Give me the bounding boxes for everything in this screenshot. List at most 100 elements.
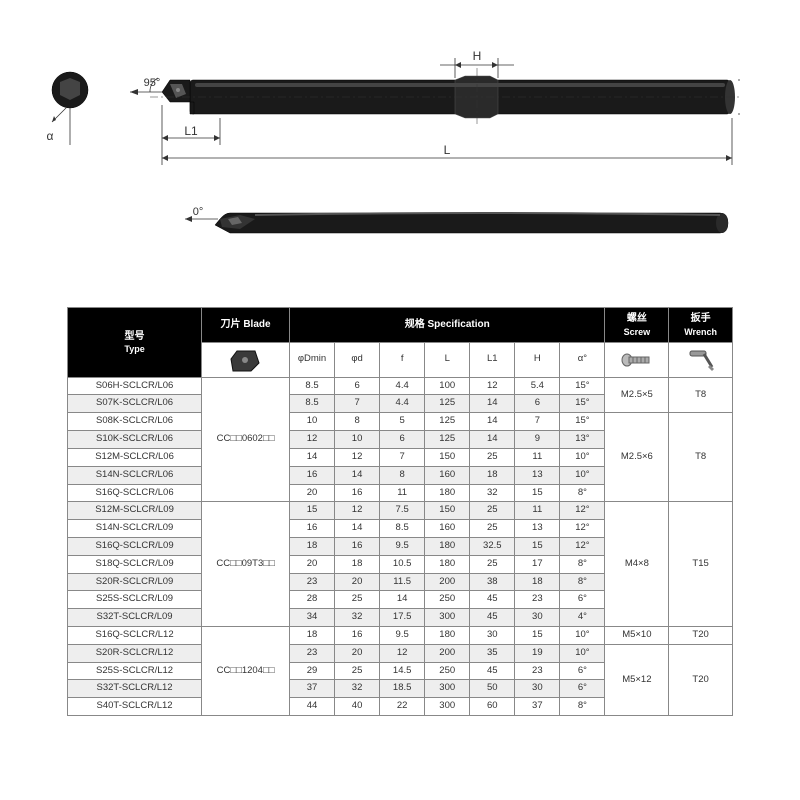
spec-cell: 6°: [560, 662, 605, 680]
spec-cell: 15°: [560, 395, 605, 413]
spec-cell: 16: [335, 537, 380, 555]
spec-cell: 23: [515, 662, 560, 680]
spec-cell: 160: [425, 466, 470, 484]
spec-cell: 9.5: [380, 537, 425, 555]
screw-cell: M5×12: [605, 644, 669, 715]
th-phid: φd: [335, 342, 380, 377]
spec-cell: 16: [290, 466, 335, 484]
spec-cell: 8.5: [380, 520, 425, 538]
type-cell: S16Q-SCLCR/L09: [68, 537, 202, 555]
spec-cell: 7: [515, 413, 560, 431]
screw-cell: M5×10: [605, 627, 669, 645]
spec-cell: 7.5: [380, 502, 425, 520]
spec-cell: 17.5: [380, 609, 425, 627]
spec-cell: 6: [515, 395, 560, 413]
spec-cell: 8°: [560, 555, 605, 573]
type-cell: S25S-SCLCR/L09: [68, 591, 202, 609]
spec-cell: 10°: [560, 644, 605, 662]
type-cell: S08K-SCLCR/L06: [68, 413, 202, 431]
spec-cell: 4.4: [380, 377, 425, 395]
screw-cell: M2.5×5: [605, 377, 669, 413]
spec-cell: 15: [515, 484, 560, 502]
spec-table: 型号Type 刀片 Blade 规格 Specification 螺丝Screw…: [67, 307, 733, 716]
type-cell: S10K-SCLCR/L06: [68, 431, 202, 449]
spec-cell: 8: [380, 466, 425, 484]
spec-cell: 14: [380, 591, 425, 609]
type-cell: S16Q-SCLCR/L12: [68, 627, 202, 645]
spec-cell: 25: [335, 662, 380, 680]
spec-cell: 8°: [560, 698, 605, 716]
spec-cell: 29: [290, 662, 335, 680]
spec-cell: 8: [335, 413, 380, 431]
spec-cell: 32.5: [470, 537, 515, 555]
spec-cell: 11: [515, 448, 560, 466]
th-spec: 规格 Specification: [290, 308, 605, 343]
th-f: f: [380, 342, 425, 377]
wrench-cell: T20: [669, 627, 733, 645]
spec-cell: 180: [425, 555, 470, 573]
spec-cell: 6°: [560, 591, 605, 609]
l1-label: L1: [184, 124, 198, 138]
side-view-icon: α: [40, 60, 110, 170]
spec-cell: 8°: [560, 573, 605, 591]
spec-cell: 180: [425, 537, 470, 555]
spec-cell: 12°: [560, 502, 605, 520]
spec-cell: 13: [515, 466, 560, 484]
spec-cell: 23: [515, 591, 560, 609]
spec-cell: 6: [380, 431, 425, 449]
spec-cell: 37: [290, 680, 335, 698]
spec-cell: 12°: [560, 537, 605, 555]
wrench-cell: T15: [669, 502, 733, 627]
spec-cell: 100: [425, 377, 470, 395]
screw-cell: M4×8: [605, 502, 669, 627]
spec-cell: 7: [380, 448, 425, 466]
wrench-icon: [669, 342, 733, 377]
spec-cell: 9.5: [380, 627, 425, 645]
spec-cell: 18: [335, 555, 380, 573]
bottom-view-diagram: 0°: [180, 195, 740, 255]
alpha-label: α: [47, 129, 54, 143]
spec-cell: 11.5: [380, 573, 425, 591]
spec-cell: 18.5: [380, 680, 425, 698]
spec-cell: 180: [425, 484, 470, 502]
spec-cell: 23: [290, 573, 335, 591]
table-row: S06H-SCLCR/L06CC□□0602□□8.564.4100125.41…: [68, 377, 733, 395]
spec-cell: 125: [425, 413, 470, 431]
angle95-label: 95°: [144, 77, 161, 89]
technical-diagram: α H 95°: [40, 20, 760, 290]
table-row: S16Q-SCLCR/L12CC□□1204□□18169.5180301510…: [68, 627, 733, 645]
spec-cell: 300: [425, 680, 470, 698]
spec-cell: 11: [380, 484, 425, 502]
spec-cell: 25: [470, 448, 515, 466]
top-view-diagram: H 95° φd L1: [120, 50, 740, 190]
type-cell: S32T-SCLCR/L09: [68, 609, 202, 627]
spec-cell: 12: [335, 502, 380, 520]
spec-cell: 30: [515, 680, 560, 698]
type-cell: S20R-SCLCR/L09: [68, 573, 202, 591]
blade-icon: [202, 342, 290, 377]
l-label: L: [444, 143, 451, 157]
spec-cell: 50: [470, 680, 515, 698]
spec-cell: 20: [335, 573, 380, 591]
spec-cell: 28: [290, 591, 335, 609]
th-H: H: [515, 342, 560, 377]
spec-cell: 13: [515, 520, 560, 538]
screw-cell: M2.5×6: [605, 413, 669, 502]
spec-cell: 25: [470, 555, 515, 573]
spec-cell: 10°: [560, 627, 605, 645]
spec-cell: 12: [290, 431, 335, 449]
blade-cell: CC□□09T3□□: [202, 502, 290, 627]
spec-cell: 32: [470, 484, 515, 502]
spec-cell: 22: [380, 698, 425, 716]
spec-cell: 44: [290, 698, 335, 716]
spec-cell: 45: [470, 609, 515, 627]
spec-cell: 14.5: [380, 662, 425, 680]
spec-cell: 35: [470, 644, 515, 662]
spec-cell: 125: [425, 431, 470, 449]
spec-cell: 19: [515, 644, 560, 662]
spec-cell: 4.4: [380, 395, 425, 413]
spec-cell: 200: [425, 644, 470, 662]
spec-cell: 14: [335, 520, 380, 538]
spec-cell: 60: [470, 698, 515, 716]
type-cell: S14N-SCLCR/L06: [68, 466, 202, 484]
